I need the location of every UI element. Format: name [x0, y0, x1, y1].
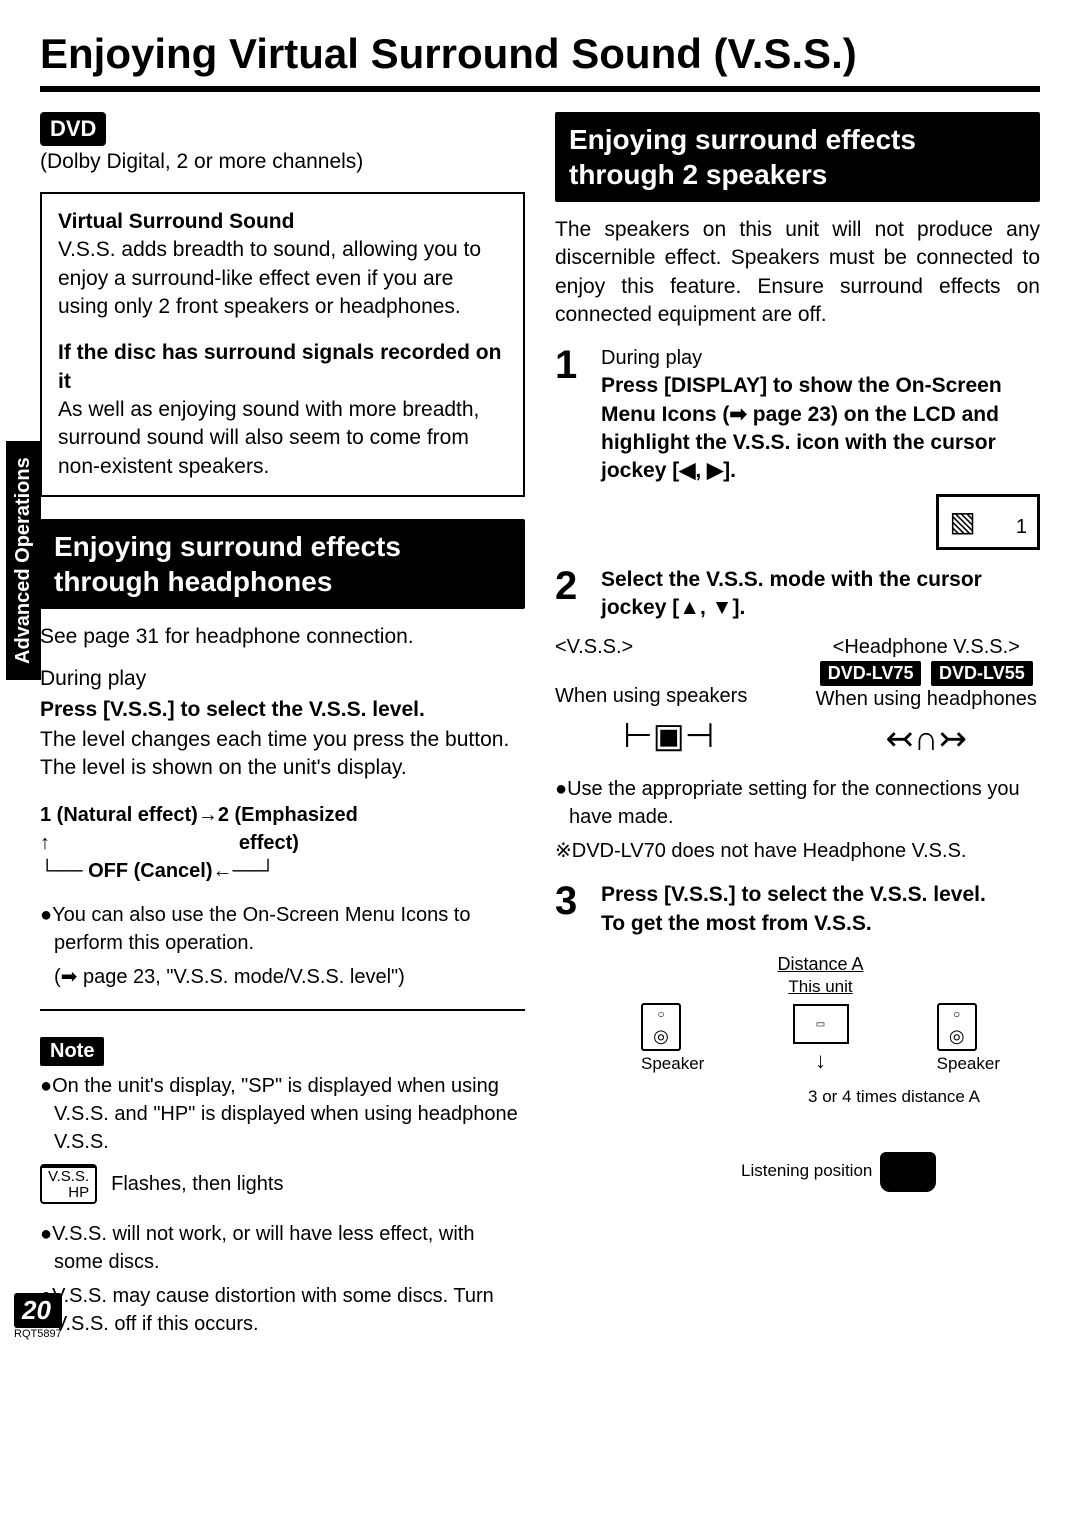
- bullet-lv70: ※DVD-LV70 does not have Headphone V.S.S.: [555, 837, 1040, 865]
- cycle-l3: └── OFF (Cancel)←──┘: [40, 857, 525, 885]
- listening-label: Listening position: [741, 1160, 872, 1183]
- left-column: DVD (Dolby Digital, 2 or more channels) …: [40, 112, 525, 1338]
- model-lv55: DVD-LV55: [931, 661, 1033, 686]
- bullet-appropriate: ●Use the appropriate setting for the con…: [555, 775, 1040, 831]
- doc-code: RQT5897: [14, 1328, 62, 1340]
- vss-display-l1: V.S.S.: [48, 1169, 89, 1185]
- dvd-subtitle: (Dolby Digital, 2 or more channels): [40, 150, 525, 174]
- info-heading: Virtual Surround Sound: [58, 208, 507, 236]
- step-1-lead: During play: [601, 345, 1040, 372]
- step-1-number: 1: [555, 345, 587, 549]
- step-2-number: 2: [555, 566, 587, 623]
- page-number: 20: [14, 1293, 62, 1328]
- vss-display-icon: V.S.S. HP: [40, 1164, 97, 1205]
- step-3-sub: To get the most from V.S.S.: [601, 910, 1040, 938]
- note-list: ●On the unit's display, "SP" is displaye…: [40, 1072, 525, 1156]
- note-list-2: ●V.S.S. will not work, or will have less…: [40, 1220, 525, 1338]
- dvd-badge: DVD: [40, 112, 106, 146]
- page-footer: 20 RQT5897: [14, 1293, 62, 1340]
- distance-a-label: Distance A: [601, 952, 1040, 976]
- bullet-onscreen-ref: (➡ page 23, "V.S.S. mode/V.S.S. level"): [40, 963, 525, 991]
- headphone-mode-icon: ↢∩↣: [813, 719, 1041, 759]
- step-1: 1 During play Press [DISPLAY] to show th…: [555, 345, 1040, 549]
- step-3: 3 Press [V.S.S.] to select the V.S.S. le…: [555, 881, 1040, 1202]
- press-vss-line: Press [V.S.S.] to select the V.S.S. leve…: [40, 696, 525, 724]
- right-speaker-icon: [937, 1003, 977, 1051]
- page-title: Enjoying Virtual Surround Sound (V.S.S.): [40, 30, 1040, 78]
- info-p2: As well as enjoying sound with more brea…: [58, 396, 507, 481]
- side-tab: Advanced Operations: [6, 441, 41, 680]
- right-speaker-label: Speaker: [937, 1053, 1000, 1076]
- info-heading2: If the disc has surround signals recorde…: [58, 339, 507, 396]
- cycle-l1: 1 (Natural effect)→2 (Emphasized: [40, 801, 525, 829]
- vss-display-row: V.S.S. HP Flashes, then lights: [40, 1164, 525, 1205]
- arrow-down-icon: ↓: [793, 1046, 849, 1076]
- vss-display-l2: HP: [48, 1185, 89, 1201]
- step-3-text: Press [V.S.S.] to select the V.S.S. leve…: [601, 881, 1040, 909]
- press-vss-desc: The level changes each time you press th…: [40, 726, 525, 783]
- note-less-effect: ●V.S.S. will not work, or will have less…: [40, 1220, 525, 1276]
- vss-icon-preview: ▧ 1: [601, 494, 1040, 550]
- left-speaker-icon: [641, 1003, 681, 1051]
- note-sp-hp: ●On the unit's display, "SP" is displaye…: [40, 1072, 525, 1156]
- vss-icon-number: 1: [1016, 514, 1027, 541]
- flashes-label: Flashes, then lights: [111, 1173, 283, 1196]
- level-cycle: 1 (Natural effect)→2 (Emphasized ↑ effec…: [40, 801, 525, 885]
- hp-bullets: ●You can also use the On-Screen Menu Ico…: [40, 901, 525, 991]
- left-speaker-label: Speaker: [641, 1053, 704, 1076]
- mode-vss-col: <V.S.S.> When using speakers ⊢▣⊣: [555, 636, 783, 759]
- this-unit-label: This unit: [601, 976, 1040, 999]
- section-headphones: Enjoying surround effects through headph…: [40, 519, 525, 609]
- title-rule: [40, 86, 1040, 92]
- mode-hp-label: <Headphone V.S.S.>: [813, 636, 1041, 659]
- note-distortion: ●V.S.S. may cause distortion with some d…: [40, 1282, 525, 1338]
- mode-row: <V.S.S.> When using speakers ⊢▣⊣ <Headph…: [555, 636, 1040, 759]
- right-column: Enjoying surround effects through 2 spea…: [555, 112, 1040, 1338]
- step-1-text: Press [DISPLAY] to show the On-Screen Me…: [601, 372, 1040, 485]
- hp-ref: See page 31 for headphone connection.: [40, 623, 525, 651]
- placement-diagram: Distance A This unit Speaker ▭ ↓: [601, 952, 1040, 1202]
- mode-hp-col: <Headphone V.S.S.> DVD-LV75 DVD-LV55 Whe…: [813, 636, 1041, 759]
- distance-note: 3 or 4 times distance A: [808, 1087, 980, 1107]
- sofa-icon: [880, 1152, 936, 1192]
- divider: [40, 1009, 525, 1011]
- note-badge: Note: [40, 1037, 104, 1066]
- mode-vss-desc: When using speakers: [555, 685, 783, 708]
- model-lv75: DVD-LV75: [820, 661, 922, 686]
- bullet-onscreen: ●You can also use the On-Screen Menu Ico…: [40, 901, 525, 957]
- sp-intro: The speakers on this unit will not produ…: [555, 216, 1040, 329]
- step-3-number: 3: [555, 881, 587, 1202]
- section-speakers: Enjoying surround effects through 2 spea…: [555, 112, 1040, 202]
- listening-position: Listening position: [741, 1152, 936, 1192]
- during-play: During play: [40, 665, 525, 693]
- step-2-text: Select the V.S.S. mode with the cursor j…: [601, 566, 1040, 623]
- vss-info-box: Virtual Surround Sound V.S.S. adds bread…: [40, 192, 525, 497]
- mode-vss-label: <V.S.S.>: [555, 636, 783, 659]
- vss-icon-glyph: ▧: [949, 503, 975, 541]
- speaker-mode-icon: ⊢▣⊣: [555, 716, 783, 756]
- mode-hp-desc: When using headphones: [813, 688, 1041, 711]
- info-p1: V.S.S. adds breadth to sound, allowing y…: [58, 236, 507, 321]
- cycle-l2: ↑ effect): [40, 829, 525, 857]
- step-2: 2 Select the V.S.S. mode with the cursor…: [555, 566, 1040, 623]
- two-column-layout: DVD (Dolby Digital, 2 or more channels) …: [40, 112, 1040, 1338]
- unit-icon: ▭: [793, 1004, 849, 1044]
- mode-bullets: ●Use the appropriate setting for the con…: [555, 775, 1040, 865]
